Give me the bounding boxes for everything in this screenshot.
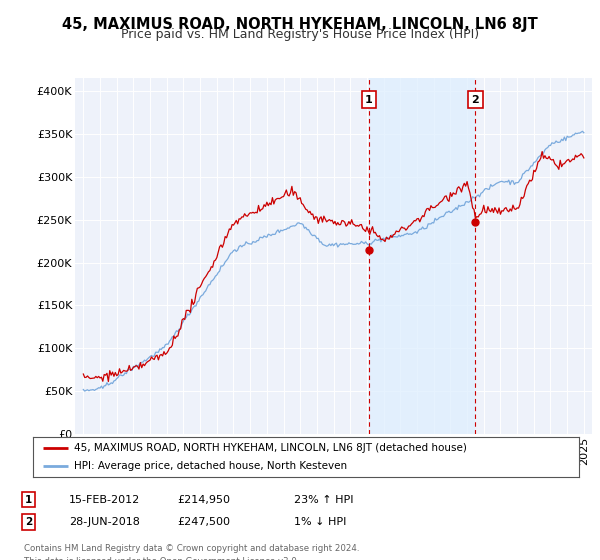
Text: £214,950: £214,950 bbox=[177, 494, 230, 505]
Text: 23% ↑ HPI: 23% ↑ HPI bbox=[294, 494, 353, 505]
Text: 1% ↓ HPI: 1% ↓ HPI bbox=[294, 517, 346, 527]
Text: 15-FEB-2012: 15-FEB-2012 bbox=[69, 494, 140, 505]
Text: £247,500: £247,500 bbox=[177, 517, 230, 527]
Bar bbox=[369, 78, 475, 434]
Text: 45, MAXIMUS ROAD, NORTH HYKEHAM, LINCOLN, LN6 8JT: 45, MAXIMUS ROAD, NORTH HYKEHAM, LINCOLN… bbox=[62, 17, 538, 32]
Text: HPI: Average price, detached house, North Kesteven: HPI: Average price, detached house, Nort… bbox=[74, 461, 347, 471]
Text: 45, MAXIMUS ROAD, NORTH HYKEHAM, LINCOLN, LN6 8JT (detached house): 45, MAXIMUS ROAD, NORTH HYKEHAM, LINCOLN… bbox=[74, 443, 467, 452]
Text: Contains HM Land Registry data © Crown copyright and database right 2024.
This d: Contains HM Land Registry data © Crown c… bbox=[24, 544, 359, 560]
Text: 2: 2 bbox=[25, 517, 32, 527]
Text: 1: 1 bbox=[365, 95, 373, 105]
Text: 2: 2 bbox=[472, 95, 479, 105]
Text: 28-JUN-2018: 28-JUN-2018 bbox=[69, 517, 140, 527]
Text: 1: 1 bbox=[25, 494, 32, 505]
Text: Price paid vs. HM Land Registry's House Price Index (HPI): Price paid vs. HM Land Registry's House … bbox=[121, 28, 479, 41]
